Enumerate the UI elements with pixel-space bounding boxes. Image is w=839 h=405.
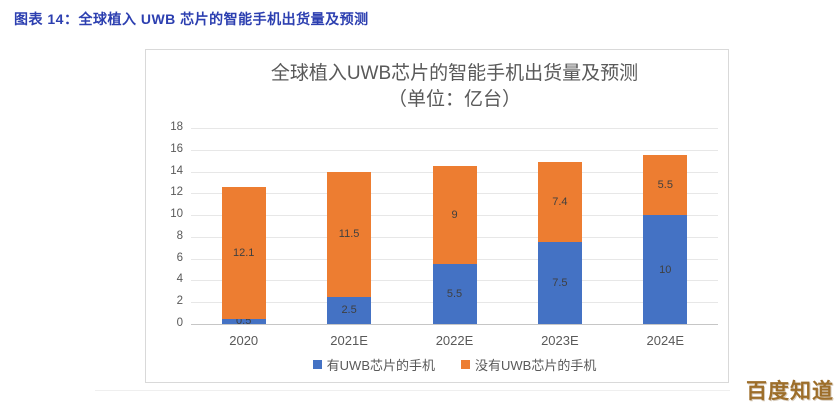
watermark: 百度知道 [746, 380, 834, 403]
y-axis-tick-label: 14 [170, 164, 183, 177]
y-axis-tick-label: 2 [176, 295, 183, 308]
legend-item-with-uwb: 有UWB芯片的手机 [312, 355, 435, 374]
bottom-divider [95, 390, 730, 391]
bar-value-label: 7.4 [552, 196, 568, 209]
chart-title: 全球植入UWB芯片的智能手机出货量及预测 [270, 63, 639, 84]
chart-title-block: 全球植入UWB芯片的智能手机出货量及预测 （单位：亿台） [191, 61, 718, 113]
gridline [191, 149, 718, 151]
plot-area: 0 2 4 6 8 10 12 14 16 18 0.5 12.1 2020 2.5 11.5 2021E 5.… [170, 121, 718, 348]
y-axis-tick-label: 0 [176, 317, 183, 329]
legend-label-without-uwb: 没有UWB芯片的手机 [475, 358, 597, 373]
bar-segment-2024E-series-0: 10 [643, 215, 688, 324]
page-title: 图表 14：全球植入 UWB 芯片的智能手机出货量及预测 [14, 11, 369, 27]
bar-segment-2022E-series-1: 9 [432, 166, 477, 265]
x-axis-category-label: 2024E [646, 333, 685, 348]
x-axis-category-label: 2023E [541, 333, 579, 348]
y-axis-tick-label: 18 [170, 121, 183, 133]
bar-value-label: 10 [659, 263, 672, 276]
bar-segment-2023E-series-0: 7.5 [537, 242, 582, 324]
bar-value-label: 5.5 [446, 288, 463, 301]
y-axis-tick-label: 6 [176, 251, 183, 264]
bar-value-label: 5.5 [657, 179, 673, 192]
chart-legend: 有UWB芯片的手机 没有UWB芯片的手机 [191, 355, 718, 374]
gridline [191, 128, 718, 129]
bar-segment-2021E-series-1: 11.5 [327, 171, 372, 297]
y-axis-tick-label: 8 [176, 229, 183, 242]
legend-swatch-without-uwb [461, 360, 470, 369]
bar-segment-2021E-series-0: 2.5 [327, 296, 372, 324]
y-axis-tick-label: 10 [170, 208, 183, 221]
bar-value-label: 11.5 [338, 228, 360, 241]
chart-subtitle: （单位：亿台） [387, 89, 521, 110]
legend-label-with-uwb: 有UWB芯片的手机 [326, 358, 435, 373]
x-axis-line [191, 324, 718, 325]
bar-segment-2024E-series-1: 5.5 [643, 155, 688, 216]
bar-segment-2020-series-0: 0.5 [221, 315, 266, 327]
legend-swatch-with-uwb [312, 360, 322, 369]
bar-segment-2020-series-1: 12.1 [221, 186, 266, 319]
bar-segment-2023E-series-1: 7.4 [537, 161, 582, 243]
x-axis-category-label: 2020 [229, 333, 259, 348]
bar-value-label: 7.5 [552, 277, 568, 290]
y-axis-tick-label: 4 [176, 273, 183, 286]
x-axis-category-label: 2021E [330, 333, 368, 348]
bar-value-label: 2.5 [341, 304, 357, 317]
bar-value-label: 12.1 [232, 246, 255, 259]
y-axis-tick-label: 12 [170, 186, 183, 199]
x-axis-category-label: 2022E [435, 333, 474, 348]
bar-value-label: 9 [451, 209, 458, 222]
chart-panel: 全球植入UWB芯片的智能手机出货量及预测 （单位：亿台） 0 2 4 6 8 10 12 14… [145, 49, 729, 383]
y-axis-tick-label: 16 [170, 142, 183, 155]
bar-segment-2022E-series-0: 5.5 [432, 264, 477, 324]
legend-item-without-uwb: 没有UWB芯片的手机 [461, 355, 596, 374]
